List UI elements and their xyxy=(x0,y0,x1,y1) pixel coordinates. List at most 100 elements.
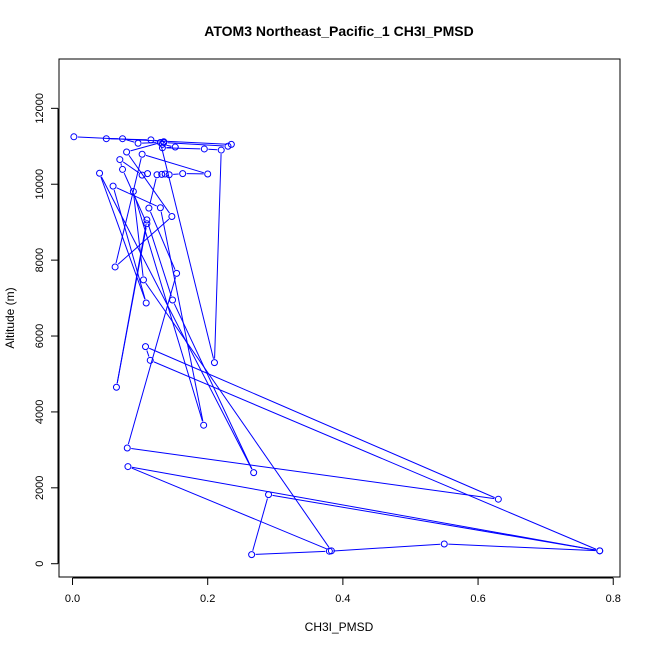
data-point xyxy=(119,165,127,173)
series-segment xyxy=(166,144,172,147)
series-segment xyxy=(126,139,135,143)
data-point xyxy=(123,148,131,156)
data-point xyxy=(171,143,179,151)
plot-area-frame xyxy=(58,58,621,578)
series-segment xyxy=(123,172,146,221)
data-point xyxy=(142,343,150,351)
data-point xyxy=(146,356,154,364)
data-point xyxy=(265,491,273,499)
data-point xyxy=(123,444,131,452)
x-axis: 0.0 0.2 0.4 0.6 0.8 xyxy=(65,577,621,605)
series-segment xyxy=(100,176,146,300)
series-segment xyxy=(173,303,253,470)
series-points xyxy=(70,133,604,559)
series-line xyxy=(77,136,597,555)
x-tick-label: 0.0 xyxy=(65,593,80,605)
series-segment xyxy=(208,148,218,151)
data-point xyxy=(204,170,212,178)
data-point xyxy=(169,296,177,304)
series-segment xyxy=(131,448,495,500)
data-point xyxy=(596,547,604,555)
data-point xyxy=(494,495,502,503)
data-point xyxy=(224,142,232,150)
series-segment xyxy=(147,223,172,297)
data-point xyxy=(173,269,181,277)
data-point xyxy=(102,135,110,143)
y-tick-label: 10000 xyxy=(34,169,46,200)
x-tick-label: 0.2 xyxy=(200,593,215,605)
series-segment xyxy=(166,147,201,150)
data-point xyxy=(153,171,161,179)
data-point xyxy=(142,299,150,307)
data-point xyxy=(109,182,117,190)
series-segment xyxy=(113,189,146,300)
data-point xyxy=(119,135,127,143)
data-point xyxy=(96,169,104,177)
x-tick-label: 0.8 xyxy=(606,593,621,605)
series-segment xyxy=(146,350,150,357)
series-segment xyxy=(448,543,596,552)
y-axis: 0 2000 4000 6000 8000 10000 12000 xyxy=(34,93,59,567)
series-segment xyxy=(252,498,268,551)
data-point xyxy=(158,170,166,178)
data-point xyxy=(144,170,152,178)
data-point xyxy=(129,187,137,195)
data-point xyxy=(112,383,120,391)
data-point xyxy=(156,138,164,146)
data-point xyxy=(210,359,218,367)
series-segment xyxy=(145,154,205,174)
data-point xyxy=(179,170,187,178)
data-point xyxy=(145,204,153,212)
data-point xyxy=(111,263,119,271)
series-segment xyxy=(115,158,142,264)
y-tick-label: 6000 xyxy=(34,324,46,348)
series-segment xyxy=(272,494,596,551)
data-point xyxy=(124,463,132,471)
data-point xyxy=(143,216,151,224)
series-segment xyxy=(149,178,157,205)
series-segment xyxy=(100,176,253,470)
y-tick-label: 8000 xyxy=(34,248,46,272)
series-segment xyxy=(131,467,328,550)
series-segment xyxy=(130,142,161,152)
data-point xyxy=(250,469,258,477)
data-point xyxy=(138,150,146,158)
data-point xyxy=(139,276,147,284)
series-segment xyxy=(153,361,597,550)
y-axis-label: Altitude (m) xyxy=(3,287,17,348)
y-tick-label: 0 xyxy=(34,561,46,567)
data-point xyxy=(200,421,208,429)
series-segment xyxy=(333,543,441,552)
series-segment xyxy=(128,154,170,214)
series-segment xyxy=(255,550,326,555)
x-axis-label: CH3I_PMSD xyxy=(305,620,374,634)
series-segment xyxy=(127,277,177,445)
series-segment xyxy=(134,195,203,422)
data-point xyxy=(327,547,335,555)
series-segment xyxy=(145,282,330,548)
data-point xyxy=(134,139,142,147)
series-segment xyxy=(133,195,144,276)
data-point xyxy=(200,145,208,153)
data-point xyxy=(143,220,151,228)
data-point xyxy=(70,133,78,141)
y-tick-label: 4000 xyxy=(34,400,46,424)
series-segment xyxy=(131,466,596,551)
series-segment xyxy=(167,142,225,147)
series-segment xyxy=(160,146,214,359)
data-point xyxy=(116,156,124,164)
y-tick-label: 12000 xyxy=(34,93,46,124)
data-point xyxy=(160,138,168,146)
x-tick-label: 0.4 xyxy=(335,593,350,605)
series-segment xyxy=(120,163,122,166)
x-tick-label: 0.6 xyxy=(470,593,485,605)
series-segment xyxy=(110,138,147,141)
data-point xyxy=(168,212,176,220)
y-tick-label: 2000 xyxy=(34,476,46,500)
chart-title: ATOM3 Northeast_Pacific_1 CH3I_PMSD xyxy=(204,23,473,39)
data-point xyxy=(248,551,256,559)
series-segment xyxy=(116,227,147,384)
data-point xyxy=(217,146,225,154)
series-segment xyxy=(77,136,228,145)
series-segment xyxy=(214,154,222,359)
